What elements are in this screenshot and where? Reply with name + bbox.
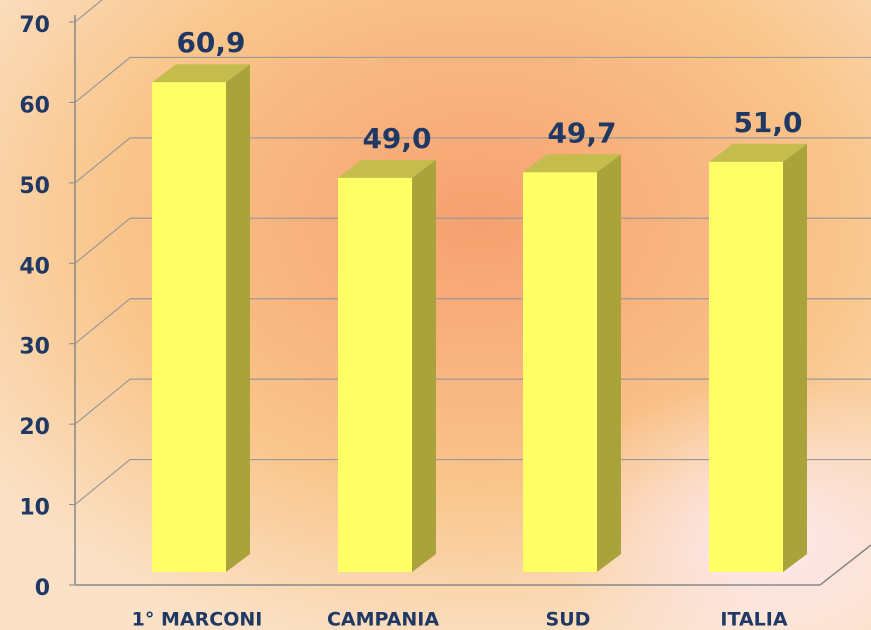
y-tick-label: 60 — [19, 93, 50, 118]
bar — [709, 161, 783, 573]
bar-side — [597, 154, 621, 572]
grid-line — [74, 298, 871, 345]
value-label: 51,0 — [733, 106, 802, 139]
grid-line — [74, 217, 871, 264]
y-tick-label: 40 — [19, 254, 50, 279]
bar-top — [523, 154, 621, 173]
grid-line — [74, 137, 871, 184]
x-tick-label: CAMPANIA — [327, 609, 439, 630]
bar — [523, 172, 597, 572]
bar-side — [412, 159, 436, 572]
x-tick-label: SUD — [546, 609, 591, 630]
bar — [152, 82, 226, 572]
floor-side — [819, 544, 871, 586]
bar-top — [709, 143, 807, 162]
bar-side — [783, 143, 807, 573]
y-tick-label: 20 — [19, 415, 50, 440]
y-tick-label: 10 — [19, 496, 50, 521]
y-tick-label: 30 — [19, 335, 50, 360]
grid-line — [74, 56, 871, 103]
value-label: 49,0 — [362, 122, 431, 155]
y-tick-label: 50 — [19, 174, 50, 199]
value-label: 60,9 — [176, 26, 245, 59]
bar-top — [338, 159, 436, 178]
y-tick-label: 70 — [19, 13, 50, 38]
y-tick-label: 0 — [35, 576, 50, 601]
bar-top — [152, 64, 250, 83]
bar-side — [226, 64, 250, 572]
value-label: 49,7 — [547, 116, 616, 149]
bar — [338, 177, 412, 572]
grid-line — [74, 0, 103, 23]
grid-line — [74, 378, 871, 425]
x-tick-label: ITALIA — [720, 609, 787, 630]
grid-line — [74, 458, 871, 506]
x-tick-label: 1° MARCONI — [132, 609, 263, 630]
